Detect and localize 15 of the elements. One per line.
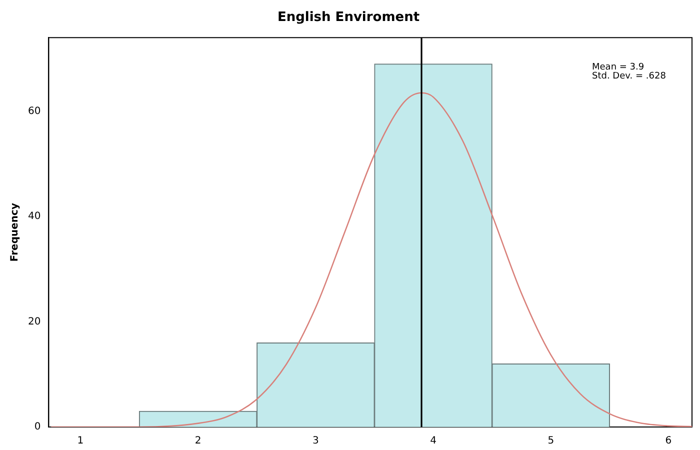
annotation: Std. Dev. = .628 (592, 71, 666, 82)
chart-title: English Enviroment (277, 10, 420, 26)
line-series (50, 92, 692, 427)
x-tick-label: 5 (548, 436, 554, 447)
y-axis-title: Frequency (10, 202, 21, 262)
x-tick-label: 4 (430, 436, 436, 447)
x-tick-label: 3 (312, 436, 319, 447)
y-tick-label: 60 (28, 106, 41, 117)
x-tick-label: 2 (194, 436, 202, 447)
annotation: Mean = 3.9 (592, 62, 644, 72)
y-tick-label: 20 (28, 316, 41, 328)
y-tick-label: 40 (28, 211, 41, 222)
x-tick-label: 6 (665, 436, 672, 447)
x-tick-label: 1 (77, 436, 84, 447)
y-tick-label: 0 (34, 422, 41, 433)
